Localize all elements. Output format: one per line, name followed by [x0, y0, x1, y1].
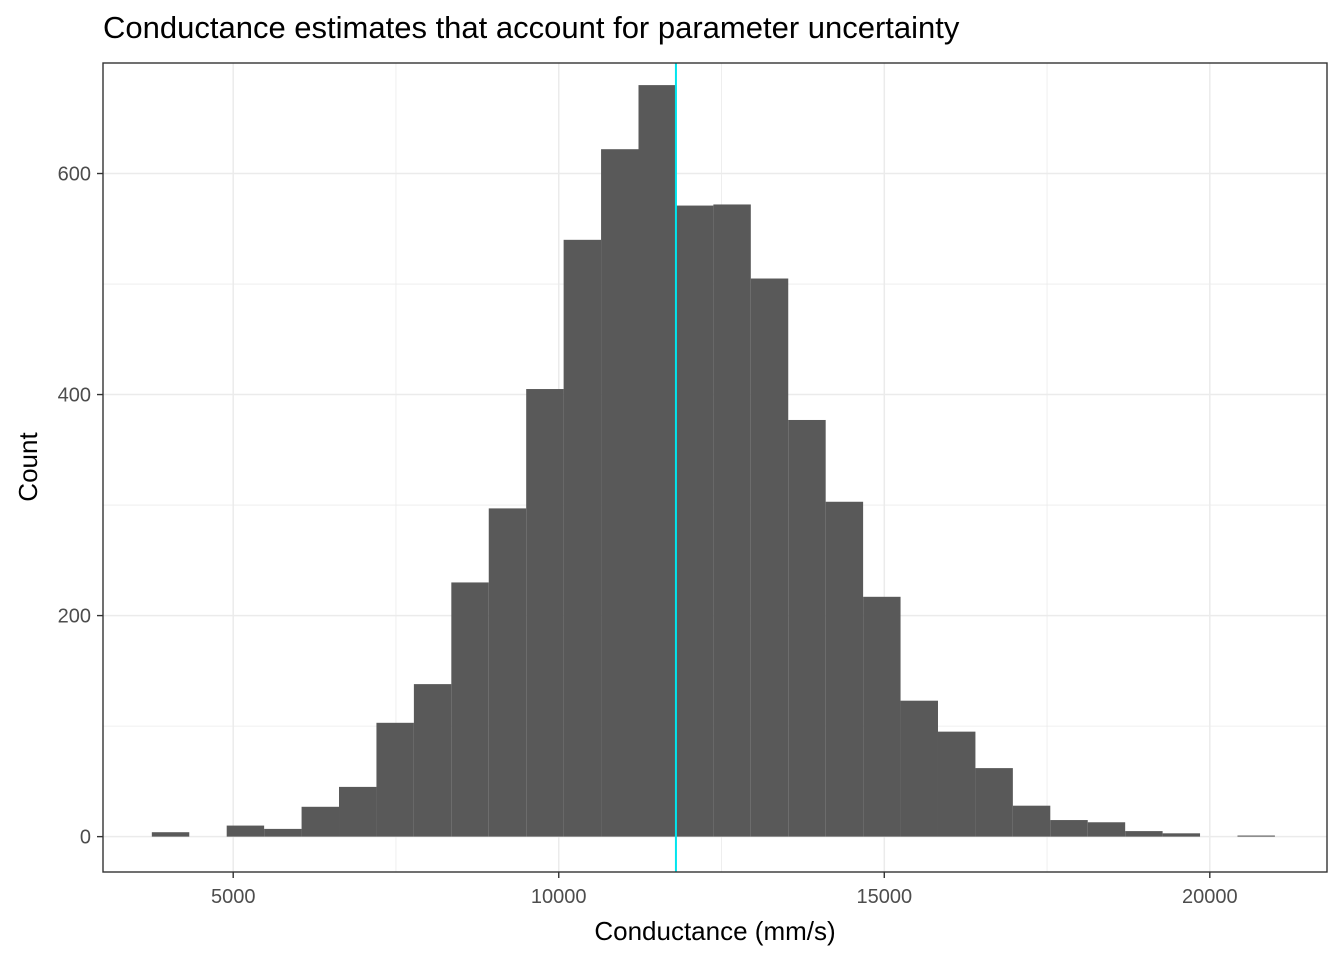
panel-border — [102, 62, 1328, 873]
histogram-bar — [713, 204, 751, 837]
histogram-bar — [563, 239, 602, 837]
histogram-bar — [226, 825, 265, 837]
histogram-bar — [975, 768, 1013, 837]
histogram-bar — [1050, 820, 1088, 837]
histogram-bar — [863, 596, 901, 837]
x-tick-label: 10000 — [531, 886, 587, 908]
x-tick-label: 5000 — [211, 886, 256, 908]
x-tick-label: 15000 — [856, 886, 912, 908]
histogram-bar — [900, 700, 938, 837]
histogram-bar — [638, 85, 676, 837]
y-tick-label: 200 — [58, 606, 91, 628]
histogram-bar — [339, 786, 377, 837]
histogram-bar — [376, 722, 414, 837]
y-tick-label: 0 — [80, 827, 91, 849]
y-tick-label: 400 — [58, 385, 91, 407]
y-tick-label: 600 — [58, 164, 91, 186]
y-axis-title: Count — [13, 432, 43, 502]
histogram-bar — [675, 205, 714, 837]
histogram-bar — [301, 806, 340, 837]
histogram-bar — [1162, 833, 1201, 837]
x-axis-title: Conductance (mm/s) — [594, 916, 835, 946]
histogram-bar — [1125, 831, 1163, 837]
histogram-bar — [937, 731, 976, 837]
histogram-bar — [451, 582, 489, 837]
histogram-bars — [151, 85, 1275, 837]
chart-title: Conductance estimates that account for p… — [103, 10, 960, 45]
histogram-bar — [1087, 822, 1126, 837]
histogram-bar — [601, 149, 639, 837]
histogram-bar — [413, 684, 452, 837]
histogram-bar — [264, 828, 302, 837]
histogram-bar — [151, 832, 190, 837]
histogram-bar — [488, 508, 527, 837]
histogram-bar — [1237, 835, 1275, 837]
x-tick-label: 20000 — [1182, 886, 1238, 908]
histogram-bar — [825, 501, 864, 837]
histogram-bar — [750, 278, 789, 837]
histogram-bar — [526, 389, 564, 837]
axis-ticks: 5000 10000 15000 20000 0 200 400 600 — [58, 164, 1238, 908]
histogram-bar — [1012, 805, 1051, 837]
histogram-bar — [788, 419, 826, 837]
